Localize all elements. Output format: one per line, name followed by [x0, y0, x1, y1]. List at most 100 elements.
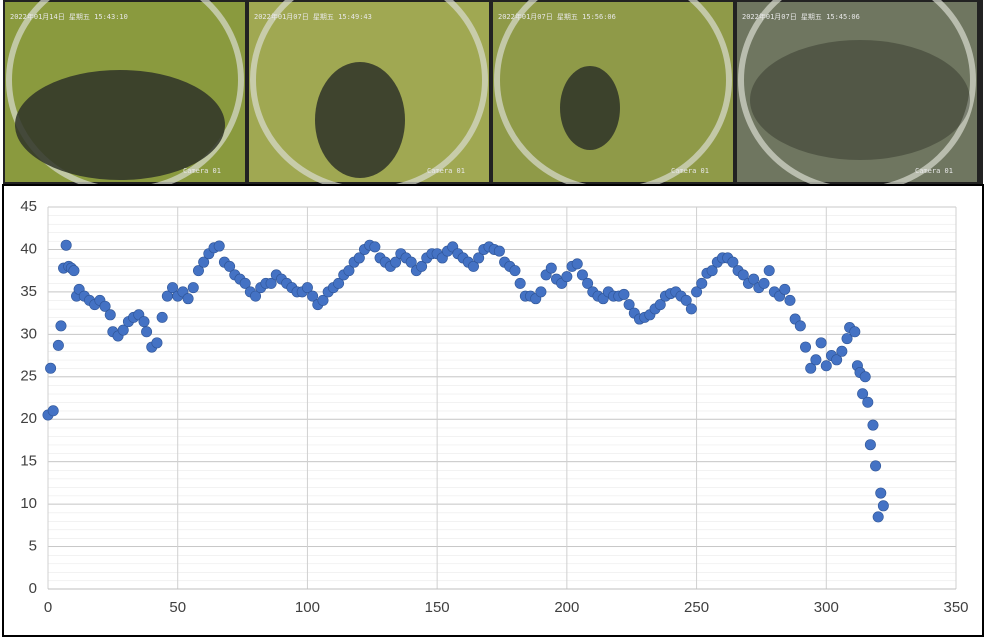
data-point	[691, 286, 703, 298]
data-point	[815, 337, 827, 349]
data-point	[45, 362, 57, 374]
y-tick-label: 15	[20, 453, 37, 470]
data-point	[582, 277, 594, 289]
y-tick-label: 25	[20, 368, 37, 385]
photo-camera-label: Camera 01	[183, 167, 221, 175]
data-point	[141, 326, 153, 338]
y-tick-label: 10	[20, 495, 37, 512]
x-tick-label: 100	[295, 599, 320, 616]
data-point	[571, 258, 583, 270]
data-point	[849, 326, 861, 338]
data-point	[545, 262, 557, 274]
data-point	[187, 282, 199, 294]
data-point	[117, 324, 129, 336]
data-point	[576, 269, 588, 281]
x-tick-label: 50	[169, 599, 186, 616]
data-point	[167, 282, 179, 294]
y-tick-label: 20	[20, 410, 37, 427]
data-point	[857, 388, 869, 400]
fish-school	[750, 40, 970, 160]
photo-strip: 2022年01月14日 星期五 15:43:10 Camera 01 2022年01…	[3, 0, 983, 193]
data-point	[872, 511, 884, 523]
x-tick-label: 200	[554, 599, 579, 616]
data-point	[877, 500, 889, 512]
data-point	[867, 419, 879, 431]
data-point	[52, 339, 64, 351]
data-point	[473, 252, 485, 264]
photo-timestamp: 2022年01月14日 星期五 15:43:10	[10, 12, 128, 21]
data-point	[416, 260, 428, 272]
plot: 0 5 10 15 20 25 30 35 40 45 0 50 100 150 200 250 300 350	[20, 198, 968, 616]
data-point	[151, 337, 163, 349]
data-point	[239, 277, 251, 289]
data-point	[727, 256, 739, 268]
data-point	[618, 288, 630, 300]
photo-timestamp: 2022年01月07日 星期五 15:49:43	[254, 12, 372, 21]
data-point	[810, 354, 822, 366]
data-point	[307, 290, 319, 302]
data-point	[831, 354, 843, 366]
data-point	[561, 271, 573, 283]
data-point	[784, 294, 796, 306]
data-point	[301, 282, 313, 294]
data-point	[875, 487, 887, 499]
data-point	[213, 240, 225, 252]
data-point	[68, 265, 80, 277]
data-point	[805, 362, 817, 374]
data-point	[859, 371, 871, 383]
data-point	[99, 300, 111, 312]
data-point	[748, 273, 760, 285]
data-point	[794, 320, 806, 332]
data-point	[864, 439, 876, 451]
data-point	[405, 256, 417, 268]
data-point	[623, 299, 635, 311]
y-tick-label: 5	[29, 538, 37, 555]
data-point	[250, 290, 262, 302]
data-point	[369, 241, 381, 253]
data-point	[60, 239, 72, 251]
data-point	[265, 277, 277, 289]
data-point	[680, 294, 692, 306]
data-point	[192, 265, 204, 277]
data-point	[224, 260, 236, 272]
data-point	[737, 269, 749, 281]
data-point	[836, 345, 848, 357]
data-point	[779, 283, 791, 295]
data-point	[870, 460, 882, 472]
data-point	[138, 316, 150, 328]
data-point	[198, 256, 210, 268]
data-point	[55, 320, 67, 332]
x-tick-label: 0	[44, 599, 52, 616]
data-point	[509, 265, 521, 277]
data-point	[47, 405, 59, 417]
data-point	[706, 265, 718, 277]
data-point	[514, 277, 526, 289]
fish-school	[560, 66, 620, 150]
y-tick-label: 35	[20, 283, 37, 300]
photo-timestamp: 2022年01月07日 星期五 15:45:06	[742, 12, 860, 21]
photo-camera-label: Camera 01	[915, 167, 953, 175]
data-point	[800, 341, 812, 353]
x-tick-label: 250	[684, 599, 709, 616]
data-point	[467, 260, 479, 272]
data-point	[763, 265, 775, 277]
data-point	[104, 309, 116, 321]
data-point	[535, 286, 547, 298]
data-point	[333, 277, 345, 289]
fish-school	[15, 70, 225, 180]
data-point	[493, 245, 505, 257]
data-point	[685, 303, 697, 315]
x-tick-label: 350	[943, 599, 968, 616]
data-point	[758, 277, 770, 289]
data-point	[343, 265, 355, 277]
data-point	[390, 256, 402, 268]
data-point	[182, 293, 194, 305]
x-tick-label: 150	[425, 599, 450, 616]
data-point	[654, 299, 666, 311]
y-tick-label: 30	[20, 325, 37, 342]
fish-school	[315, 62, 405, 178]
data-point	[156, 311, 168, 323]
photo-camera-label: Camera 01	[671, 167, 709, 175]
